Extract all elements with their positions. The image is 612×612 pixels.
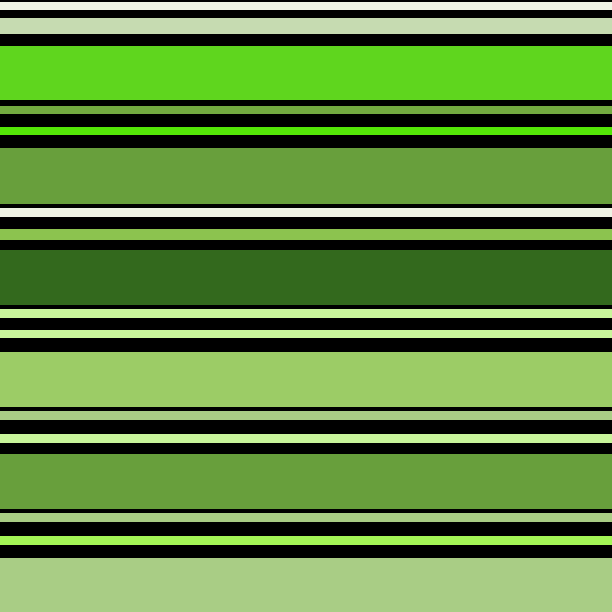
stripe-7-black	[0, 100, 612, 106]
stripe-35-black	[0, 545, 612, 558]
stripe-5-black	[0, 34, 612, 46]
stripe-17-black	[0, 240, 612, 250]
stripe-31-black	[0, 509, 612, 513]
stripe-21-black	[0, 318, 612, 330]
stripe-13-black	[0, 204, 612, 208]
stripe-10-vivid-green	[0, 127, 612, 135]
stripe-24-medium-green	[0, 352, 612, 407]
stripe-33-black	[0, 522, 612, 536]
stripe-36-light-sage	[0, 558, 612, 612]
stripe-34-bright-yellow-green	[0, 536, 612, 545]
stripe-3-black	[0, 10, 612, 18]
stripe-22-pale-yellow-green	[0, 330, 612, 338]
stripe-29-black	[0, 443, 612, 454]
stripe-30-olive	[0, 454, 612, 509]
stripe-18-dark-green	[0, 250, 612, 305]
stripe-15-black	[0, 217, 612, 229]
stripe-1-black	[0, 0, 612, 2]
stripe-8-medium-olive	[0, 106, 612, 114]
stripe-16-leaf-green	[0, 229, 612, 240]
stripe-4-pale-sage	[0, 18, 612, 34]
stripe-27-black	[0, 420, 612, 434]
stripe-28-pale-yellow-green	[0, 434, 612, 443]
stripe-32-light-sage	[0, 513, 612, 522]
stripe-19-black	[0, 305, 612, 309]
stripe-25-black	[0, 407, 612, 411]
stripe-23-black	[0, 338, 612, 352]
stripe-12-olive	[0, 148, 612, 204]
stripe-20-pale-yellow-green	[0, 309, 612, 318]
stripe-14-off-white	[0, 208, 612, 217]
stripe-9-black	[0, 114, 612, 127]
stripe-6-bright-green	[0, 46, 612, 100]
stripe-11-black	[0, 135, 612, 148]
stripe-26-light-sage	[0, 411, 612, 420]
stripe-2-off-white	[0, 2, 612, 10]
